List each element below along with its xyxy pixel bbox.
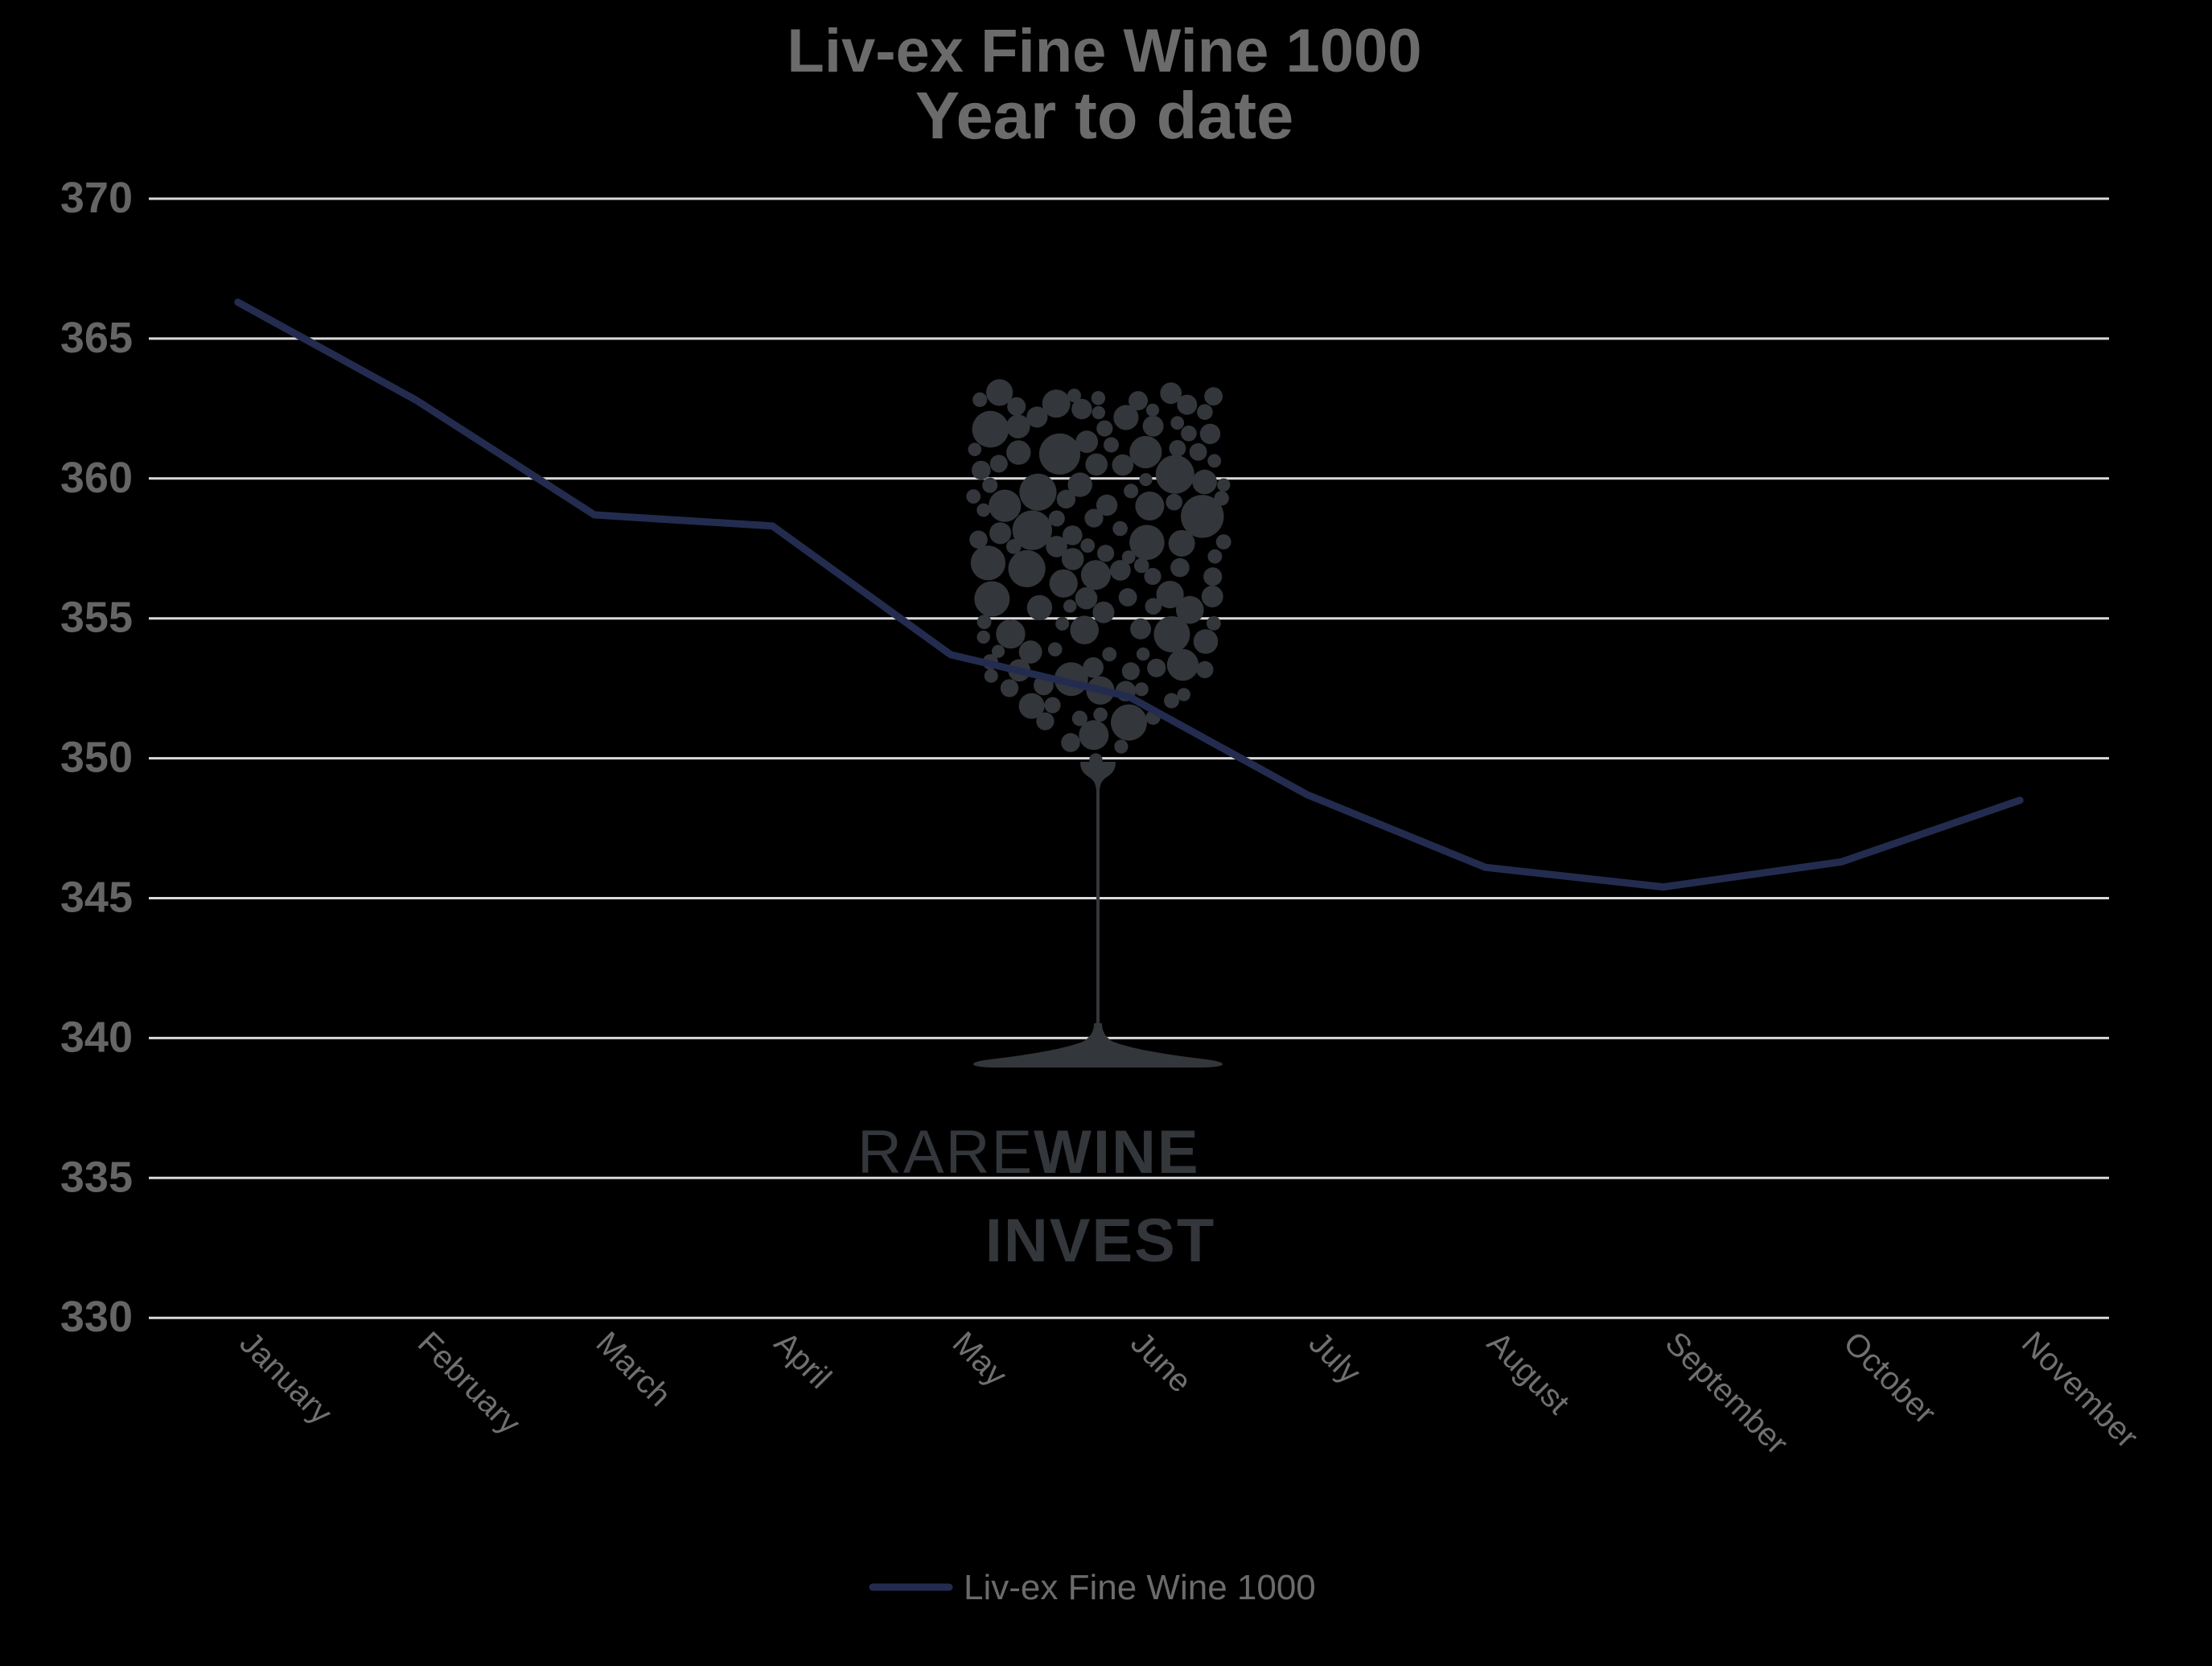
svg-text:INVEST: INVEST	[985, 1207, 1216, 1275]
svg-text:340: 340	[60, 1013, 133, 1061]
svg-text:355: 355	[60, 594, 133, 642]
svg-text:350: 350	[60, 734, 133, 782]
svg-text:Liv-ex Fine Wine 1000: Liv-ex Fine Wine 1000	[964, 1568, 1316, 1607]
svg-text:Liv-ex Fine Wine 1000: Liv-ex Fine Wine 1000	[787, 17, 1421, 85]
svg-text:335: 335	[60, 1153, 133, 1201]
svg-text:RAREWINE: RAREWINE	[857, 1118, 1200, 1187]
svg-text:360: 360	[60, 454, 133, 502]
svg-text:Year to date: Year to date	[915, 78, 1294, 153]
svg-text:370: 370	[60, 174, 133, 222]
svg-text:365: 365	[60, 314, 133, 362]
svg-text:330: 330	[60, 1293, 133, 1341]
svg-text:345: 345	[60, 874, 133, 922]
